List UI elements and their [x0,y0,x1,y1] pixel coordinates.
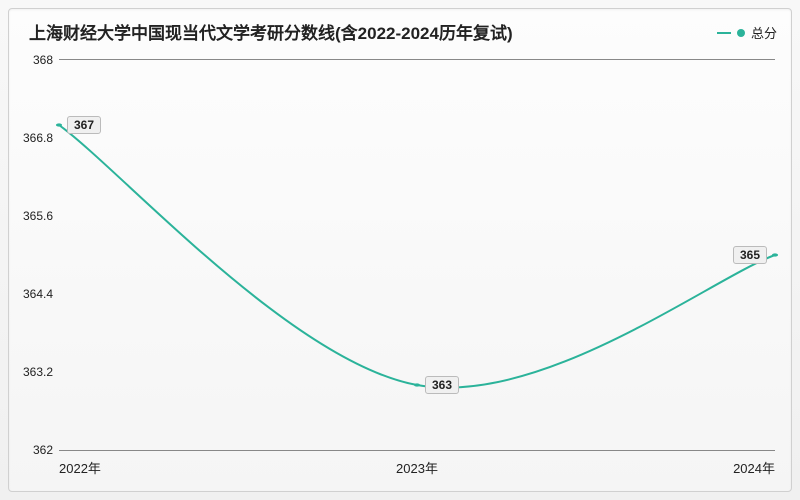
series-marker [56,123,62,126]
chart-panel: 上海财经大学中国现当代文学考研分数线(含2022-2024历年复试) 总分 36… [8,8,792,492]
data-label: 365 [733,246,767,264]
y-tick-label: 366.8 [23,131,53,145]
legend-line [717,32,731,34]
chart-container: 上海财经大学中国现当代文学考研分数线(含2022-2024历年复试) 总分 36… [0,0,800,500]
data-label: 363 [425,376,459,394]
series-line [59,125,775,388]
x-tick-label: 2022年 [59,458,101,477]
legend: 总分 [717,23,777,42]
y-tick-label: 368 [33,53,53,67]
series-marker [414,383,420,386]
y-tick-label: 362 [33,443,53,457]
y-tick-label: 365.6 [23,209,53,223]
data-label: 367 [67,116,101,134]
legend-marker [737,29,745,37]
series-marker [772,253,778,256]
plot-area: 362363.2364.4365.6366.83682022年2023年2024… [59,59,775,451]
line-svg [59,60,775,450]
y-tick-label: 363.2 [23,365,53,379]
x-tick-label: 2024年 [733,458,775,477]
x-tick-label: 2023年 [396,458,438,477]
y-tick-label: 364.4 [23,287,53,301]
legend-label: 总分 [751,23,777,42]
chart-title: 上海财经大学中国现当代文学考研分数线(含2022-2024历年复试) [29,19,513,44]
